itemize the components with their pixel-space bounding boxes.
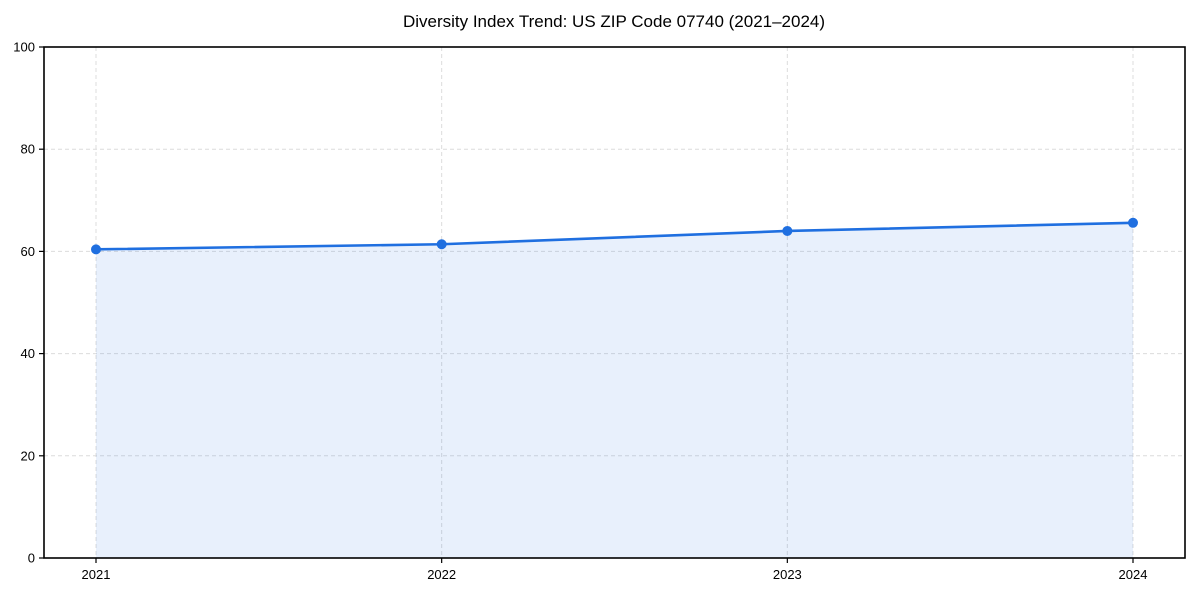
trend-line-layer — [94, 221, 1135, 251]
y-tick-label: 40 — [21, 346, 35, 361]
x-tick-label: 2022 — [427, 567, 456, 582]
x-tick-label: 2021 — [82, 567, 111, 582]
y-tick-label: 60 — [21, 244, 35, 259]
gridlines — [44, 46, 1185, 559]
y-tick-label: 20 — [21, 448, 35, 463]
data-point-layer — [91, 217, 1138, 255]
plot-border — [43, 46, 1186, 559]
x-tick-label: 2023 — [773, 567, 802, 582]
x-tick-label: 2024 — [1119, 567, 1148, 582]
data-point-marker — [91, 244, 101, 255]
y-tick-label: 80 — [21, 142, 35, 157]
axis-ticks — [39, 46, 1134, 563]
chart-title: Diversity Index Trend: US ZIP Code 07740… — [403, 12, 825, 31]
area-fill-layer — [96, 222, 1133, 558]
data-point-marker — [1128, 217, 1138, 228]
x-axis-labels: 2021 2022 2023 2024 — [82, 567, 1148, 582]
data-point-marker — [782, 225, 793, 236]
y-tick-label: 0 — [28, 551, 35, 566]
y-axis-labels: 0 20 40 60 80 100 — [13, 40, 35, 566]
trend-line — [94, 221, 1135, 251]
area-fill — [96, 222, 1133, 558]
data-point-marker — [436, 239, 447, 250]
y-tick-label: 100 — [13, 40, 35, 55]
